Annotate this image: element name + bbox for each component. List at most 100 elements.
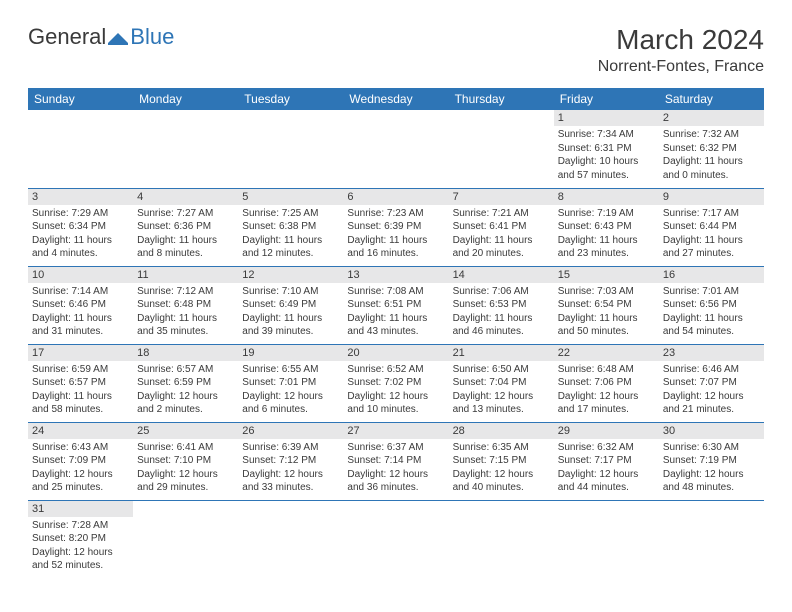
day-number: 29 [554, 423, 659, 439]
day-number: 4 [133, 189, 238, 205]
logo-word2: Blue [130, 24, 174, 50]
day-details: Sunrise: 6:57 AMSunset: 6:59 PMDaylight:… [133, 361, 238, 419]
day-cell: 12Sunrise: 7:10 AMSunset: 6:49 PMDayligh… [238, 266, 343, 344]
day-number: 18 [133, 345, 238, 361]
day-number: 8 [554, 189, 659, 205]
day-details: Sunrise: 7:17 AMSunset: 6:44 PMDaylight:… [659, 205, 764, 263]
day-cell: 8Sunrise: 7:19 AMSunset: 6:43 PMDaylight… [554, 188, 659, 266]
day-cell [238, 110, 343, 188]
day-cell: 22Sunrise: 6:48 AMSunset: 7:06 PMDayligh… [554, 344, 659, 422]
day-cell [659, 500, 764, 578]
day-details: Sunrise: 6:46 AMSunset: 7:07 PMDaylight:… [659, 361, 764, 419]
dayname-friday: Friday [554, 88, 659, 110]
day-details: Sunrise: 7:34 AMSunset: 6:31 PMDaylight:… [554, 126, 659, 184]
day-details: Sunrise: 7:01 AMSunset: 6:56 PMDaylight:… [659, 283, 764, 341]
day-number: 31 [28, 501, 133, 517]
day-cell: 1Sunrise: 7:34 AMSunset: 6:31 PMDaylight… [554, 110, 659, 188]
day-cell: 18Sunrise: 6:57 AMSunset: 6:59 PMDayligh… [133, 344, 238, 422]
day-number: 23 [659, 345, 764, 361]
day-cell [28, 110, 133, 188]
dayname-saturday: Saturday [659, 88, 764, 110]
day-cell: 13Sunrise: 7:08 AMSunset: 6:51 PMDayligh… [343, 266, 448, 344]
day-details: Sunrise: 6:39 AMSunset: 7:12 PMDaylight:… [238, 439, 343, 497]
day-details: Sunrise: 6:48 AMSunset: 7:06 PMDaylight:… [554, 361, 659, 419]
month-title: March 2024 [598, 24, 764, 56]
day-cell: 30Sunrise: 6:30 AMSunset: 7:19 PMDayligh… [659, 422, 764, 500]
day-details: Sunrise: 6:37 AMSunset: 7:14 PMDaylight:… [343, 439, 448, 497]
day-details: Sunrise: 7:28 AMSunset: 8:20 PMDaylight:… [28, 517, 133, 575]
day-cell [133, 110, 238, 188]
day-number: 24 [28, 423, 133, 439]
day-number: 9 [659, 189, 764, 205]
day-cell: 26Sunrise: 6:39 AMSunset: 7:12 PMDayligh… [238, 422, 343, 500]
day-details: Sunrise: 6:50 AMSunset: 7:04 PMDaylight:… [449, 361, 554, 419]
day-cell: 3Sunrise: 7:29 AMSunset: 6:34 PMDaylight… [28, 188, 133, 266]
day-cell [449, 500, 554, 578]
day-number: 14 [449, 267, 554, 283]
logo-word1: General [28, 24, 106, 50]
day-details: Sunrise: 6:35 AMSunset: 7:15 PMDaylight:… [449, 439, 554, 497]
day-cell: 4Sunrise: 7:27 AMSunset: 6:36 PMDaylight… [133, 188, 238, 266]
week-row: 10Sunrise: 7:14 AMSunset: 6:46 PMDayligh… [28, 266, 764, 344]
day-cell: 11Sunrise: 7:12 AMSunset: 6:48 PMDayligh… [133, 266, 238, 344]
week-row: 17Sunrise: 6:59 AMSunset: 6:57 PMDayligh… [28, 344, 764, 422]
dayname-row: SundayMondayTuesdayWednesdayThursdayFrid… [28, 88, 764, 110]
day-number: 17 [28, 345, 133, 361]
day-number: 26 [238, 423, 343, 439]
day-details: Sunrise: 6:30 AMSunset: 7:19 PMDaylight:… [659, 439, 764, 497]
dayname-monday: Monday [133, 88, 238, 110]
dayname-wednesday: Wednesday [343, 88, 448, 110]
day-number: 12 [238, 267, 343, 283]
day-cell: 5Sunrise: 7:25 AMSunset: 6:38 PMDaylight… [238, 188, 343, 266]
day-cell: 21Sunrise: 6:50 AMSunset: 7:04 PMDayligh… [449, 344, 554, 422]
day-cell: 14Sunrise: 7:06 AMSunset: 6:53 PMDayligh… [449, 266, 554, 344]
day-cell: 7Sunrise: 7:21 AMSunset: 6:41 PMDaylight… [449, 188, 554, 266]
calendar-body: 1Sunrise: 7:34 AMSunset: 6:31 PMDaylight… [28, 110, 764, 578]
day-cell [343, 110, 448, 188]
day-number: 30 [659, 423, 764, 439]
dayname-tuesday: Tuesday [238, 88, 343, 110]
day-cell: 20Sunrise: 6:52 AMSunset: 7:02 PMDayligh… [343, 344, 448, 422]
day-number: 6 [343, 189, 448, 205]
day-details: Sunrise: 7:10 AMSunset: 6:49 PMDaylight:… [238, 283, 343, 341]
day-cell: 15Sunrise: 7:03 AMSunset: 6:54 PMDayligh… [554, 266, 659, 344]
day-cell: 9Sunrise: 7:17 AMSunset: 6:44 PMDaylight… [659, 188, 764, 266]
day-details: Sunrise: 6:32 AMSunset: 7:17 PMDaylight:… [554, 439, 659, 497]
day-cell: 10Sunrise: 7:14 AMSunset: 6:46 PMDayligh… [28, 266, 133, 344]
header: General Blue March 2024 Norrent-Fontes, … [28, 24, 764, 76]
day-number: 1 [554, 110, 659, 126]
day-details: Sunrise: 6:43 AMSunset: 7:09 PMDaylight:… [28, 439, 133, 497]
day-number: 2 [659, 110, 764, 126]
day-details: Sunrise: 7:12 AMSunset: 6:48 PMDaylight:… [133, 283, 238, 341]
day-cell [343, 500, 448, 578]
day-number: 15 [554, 267, 659, 283]
calendar-table: SundayMondayTuesdayWednesdayThursdayFrid… [28, 88, 764, 578]
day-details: Sunrise: 7:03 AMSunset: 6:54 PMDaylight:… [554, 283, 659, 341]
day-cell [449, 110, 554, 188]
week-row: 24Sunrise: 6:43 AMSunset: 7:09 PMDayligh… [28, 422, 764, 500]
day-details: Sunrise: 7:29 AMSunset: 6:34 PMDaylight:… [28, 205, 133, 263]
day-details: Sunrise: 7:08 AMSunset: 6:51 PMDaylight:… [343, 283, 448, 341]
day-details: Sunrise: 7:25 AMSunset: 6:38 PMDaylight:… [238, 205, 343, 263]
day-number: 21 [449, 345, 554, 361]
title-block: March 2024 Norrent-Fontes, France [598, 24, 764, 76]
day-cell: 31Sunrise: 7:28 AMSunset: 8:20 PMDayligh… [28, 500, 133, 578]
day-number: 5 [238, 189, 343, 205]
day-number: 13 [343, 267, 448, 283]
day-details: Sunrise: 6:52 AMSunset: 7:02 PMDaylight:… [343, 361, 448, 419]
day-number: 3 [28, 189, 133, 205]
day-cell: 29Sunrise: 6:32 AMSunset: 7:17 PMDayligh… [554, 422, 659, 500]
day-cell: 19Sunrise: 6:55 AMSunset: 7:01 PMDayligh… [238, 344, 343, 422]
day-cell: 24Sunrise: 6:43 AMSunset: 7:09 PMDayligh… [28, 422, 133, 500]
day-cell: 28Sunrise: 6:35 AMSunset: 7:15 PMDayligh… [449, 422, 554, 500]
day-details: Sunrise: 6:41 AMSunset: 7:10 PMDaylight:… [133, 439, 238, 497]
week-row: 3Sunrise: 7:29 AMSunset: 6:34 PMDaylight… [28, 188, 764, 266]
day-number: 22 [554, 345, 659, 361]
day-cell [554, 500, 659, 578]
day-cell [238, 500, 343, 578]
day-number: 10 [28, 267, 133, 283]
day-number: 7 [449, 189, 554, 205]
logo-flag-icon [108, 29, 128, 45]
day-details: Sunrise: 7:32 AMSunset: 6:32 PMDaylight:… [659, 126, 764, 184]
day-number: 25 [133, 423, 238, 439]
